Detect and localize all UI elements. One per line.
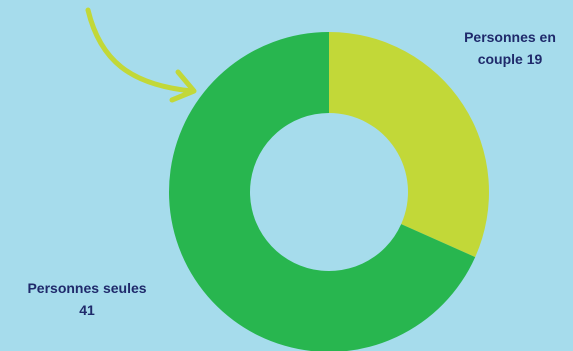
arrowhead-icon xyxy=(169,69,197,103)
donut-slice-1 xyxy=(169,32,476,351)
slice-label-couple: Personnes en couple 19 xyxy=(447,26,573,70)
donut-slices xyxy=(169,32,490,351)
donut-slice-0 xyxy=(329,32,490,258)
slice-label-couple-line1: Personnes en xyxy=(464,29,556,45)
slice-label-seules: Personnes seules 41 xyxy=(7,277,167,321)
slice-label-couple-line2: couple 19 xyxy=(477,51,543,67)
arrow-icon xyxy=(85,7,195,94)
slice-label-seules-line2: 41 xyxy=(79,302,95,318)
slice-label-seules-line1: Personnes seules xyxy=(27,280,147,296)
